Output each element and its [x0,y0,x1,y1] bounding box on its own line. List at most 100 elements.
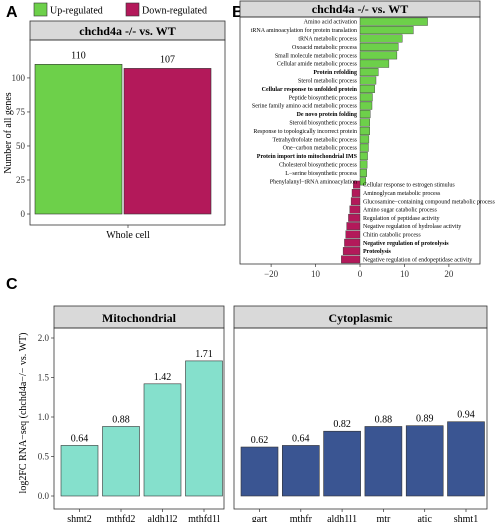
panel-b-xtick-label: −20 [264,269,279,279]
panel-b-bar-up [359,84,375,93]
panel-c-facet-frame [233,327,488,510]
panel-b-bar-up [359,93,373,102]
panel-b-bar-up [359,101,373,110]
panel-a-ytick-label: 100 [12,73,26,83]
panel-c-facet-title: Cytoplasmic [329,311,394,325]
panel-b-term-label: Small molecule metabolic process [275,53,358,59]
panel-c-bar [323,430,361,497]
panel-b-term-label: Negative regulation of endopeptidase act… [363,256,472,263]
panel-c-bar [143,383,182,497]
panel-b-bar-down [349,205,361,214]
panel-b-bar-up [359,42,399,51]
panel-b-bar-up [359,59,390,68]
panel-b-term-label: Cellular response to unfolded protein [262,87,358,93]
panel-c-xtick-label: aldh1l2 [148,514,178,522]
panel-c-chart: log2FC RNA−seq (chchd4a−/− vs. WT) 0.0 0.… [18,305,488,525]
panel-c-xtick-label: aldh1l1 [327,514,357,522]
panel-c-data-label: 0.64 [292,433,310,444]
panel-b-term-label: Proteolysis [363,249,392,255]
panel-b-term-label: Protein refolding [313,70,357,76]
panel-b-bar-down [351,189,361,197]
panel-c-data-label: 0.64 [71,433,89,444]
panel-b-bar-up [359,152,368,161]
panel-b-bar-up [359,17,428,26]
panel-b-term-label: Steroid biosynthetic process [289,121,357,127]
panel-b-term-label: Response to topologically incorrect prot… [253,129,357,135]
panel-b-term-label: Chitin catabolic process [363,232,421,238]
legend-label-up: Up-regulated [50,6,103,17]
panel-c-facet-frame [53,327,225,510]
panel-b-bar-down [353,180,361,189]
panel-b-bar-down [350,197,361,206]
panel-c-bar [240,446,279,497]
panel-b-bar-up [359,168,367,177]
panel-b-term-label: Peptide biosynthetic process [289,95,358,101]
panel-a-ytick-label: 50 [16,141,26,151]
panel-b-term-label: One−carbon metabolic process [283,146,358,152]
panel-c-data-label: 0.89 [416,414,434,425]
panel-c-ytick-label: 0.5 [38,452,50,462]
panel-a-plot-frame [29,39,226,226]
panel-b-xtick-label: 0 [358,269,363,279]
panel-b-term-label: Oxoacid metabolic process [292,45,358,51]
panel-a-xtick-label: Whole cell [106,230,150,241]
panel-a-ytick-label: 75 [16,107,26,117]
panel-b-term-label: Aminoglycan metabolic process [363,191,441,197]
panel-b-xtick-label: 10 [311,269,321,279]
panel-b-bar-up [359,76,377,85]
panel-b-term-label: L−serine biosynthetic process [285,171,357,177]
panel-b-term-label: Glucosamine−containing compound metaboli… [363,199,496,205]
panel-c-ylabel: log2FC RNA−seq (chchd4a−/− vs. WT) [18,333,29,494]
panel-c-ytick-label: 1.5 [38,373,50,383]
panel-b-term-label: De novo protein folding [297,112,357,118]
panel-b-term-label: Cholesterol biosynthetic process [279,163,358,169]
panel-c-ytick-label: 2.0 [38,333,50,343]
panel-b-term-label: Amino acid activation [304,20,357,26]
panel-b-term-label: Serine family amino acid metabolic proce… [252,103,358,110]
panel-b-bar-up [359,26,414,35]
panel-b-bar-down [348,213,361,222]
panel-b-term-label: Cellular amide metabolic process [277,62,358,68]
panel-a-bar-down [123,68,212,215]
panel-c-bar [102,426,140,497]
panel-c-ytick-label: 1.0 [38,412,50,422]
panel-c-data-label: 1.71 [195,349,213,360]
panel-c-bar [60,445,99,497]
panel-a-ylabel: Number of all genes [3,92,14,173]
panel-a-ytick-label: 0 [21,209,26,219]
panel-b-bar-down [342,247,361,255]
panel-b-bar-up [359,160,368,169]
panel-b-title: chchd4a -/- vs. WT [312,2,408,16]
panel-c-ytick-label: 0.0 [38,491,50,501]
panel-b-bar-down [344,238,361,247]
panel-b-term-label: Phenylalanyl−tRNA aminoacylation [270,179,357,185]
panel-a-title: chchd4a -/- vs. WT [79,24,175,38]
panel-b-bar-up [359,34,403,43]
panel-c-xtick-label: mtr [376,514,391,522]
panel-c-xtick-label: shmt2 [67,514,91,522]
panel-a-chart: Up-regulated Down-regulated chchd4a -/- … [3,2,226,241]
panel-b-term-label: Negative regulation of proteolysis [363,241,449,247]
panel-c-data-label: 1.42 [154,372,172,383]
panel-letter-c: C [6,276,18,293]
panel-b-bar-down [341,255,361,264]
panel-b-bar-up [359,51,398,60]
panel-b-bar-up [359,118,370,127]
panel-b-term-label: Regulation of peptidase activity [363,215,439,222]
panel-b-term-label: Protein import into mitochondrial IMS [257,154,358,160]
panel-c-bar [185,360,223,497]
panel-b-term-label: Sterol metabolic process [298,79,358,85]
panel-b-term-label: Negative regulation of hydrolase activit… [363,223,461,230]
panel-c-data-label: 0.62 [251,435,269,446]
panel-c-facet-title: Mitochondrial [102,311,177,325]
panel-b-bar-up [359,126,370,135]
panel-b-term-label: tRNA aminoacylation for protein translat… [251,27,357,34]
panel-b-bar-up [359,135,370,144]
panel-c-data-label: 0.88 [112,414,130,425]
panel-a-data-label: 107 [160,54,175,65]
panel-a-data-label: 110 [71,50,86,61]
panel-b-term-label: tRNA metabolic process [298,37,357,43]
panel-b-bar-down [346,222,361,231]
panel-c-xtick-label: atic [417,514,432,522]
